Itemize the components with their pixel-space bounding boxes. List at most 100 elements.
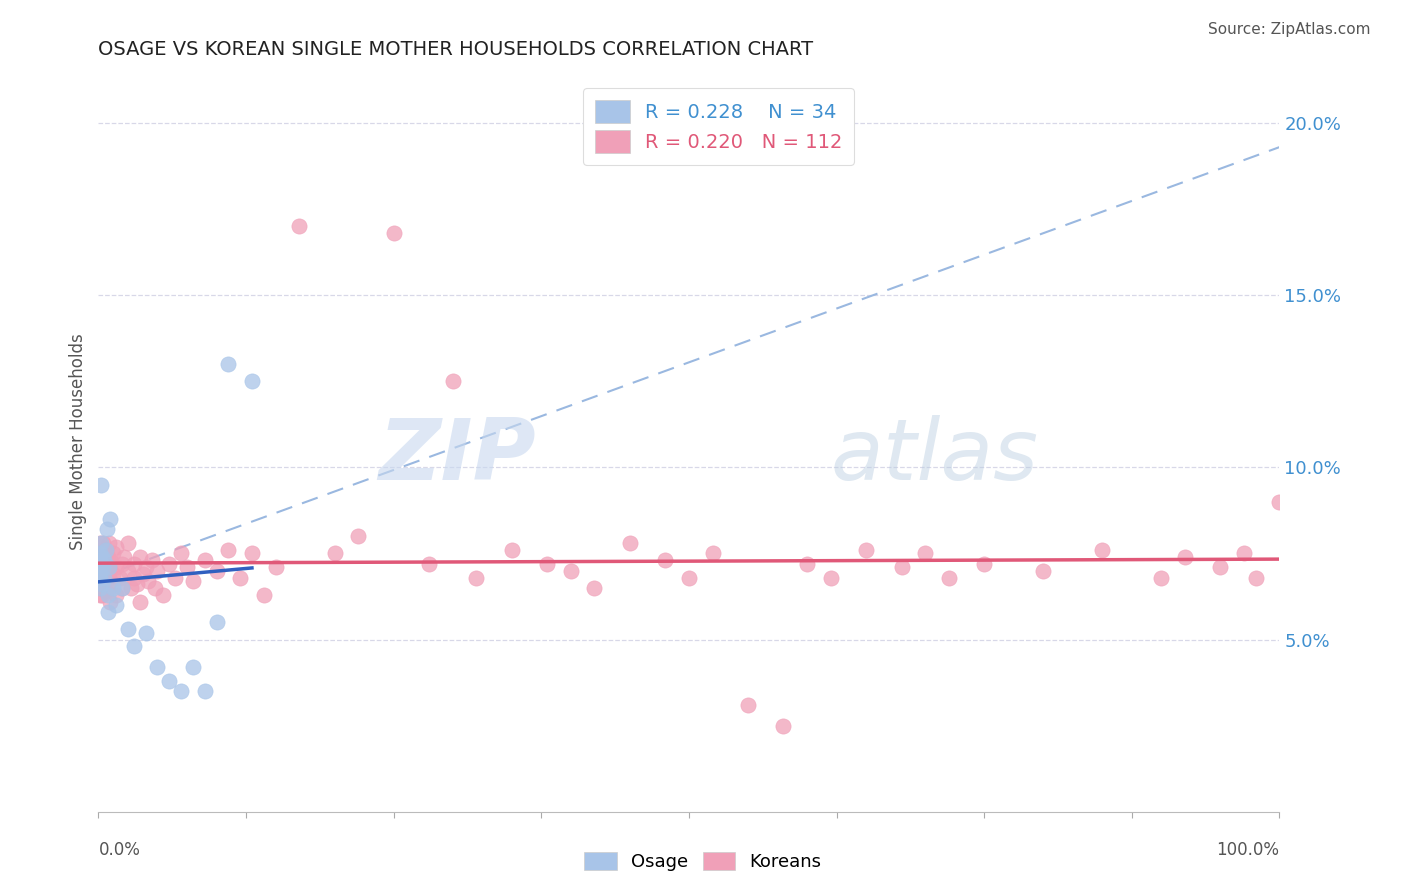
- Point: [288, 219, 311, 234]
- Point: [91, 549, 114, 564]
- Point: [347, 529, 370, 543]
- Point: [98, 536, 121, 550]
- Point: [94, 564, 117, 578]
- Text: 100.0%: 100.0%: [1216, 841, 1279, 859]
- Point: [94, 570, 117, 584]
- Point: [97, 588, 120, 602]
- Point: [122, 557, 145, 571]
- Point: [127, 577, 149, 591]
- Point: [117, 564, 139, 578]
- Point: [96, 557, 118, 571]
- Point: [418, 557, 440, 571]
- Point: [89, 536, 111, 550]
- Point: [90, 549, 112, 564]
- Point: [90, 570, 112, 584]
- Legend: R = 0.228    N = 34, R = 0.220   N = 112: R = 0.228 N = 34, R = 0.220 N = 112: [583, 88, 853, 164]
- Point: [90, 536, 112, 550]
- Point: [98, 512, 121, 526]
- Point: [973, 557, 995, 571]
- Point: [205, 615, 228, 630]
- Point: [89, 581, 111, 595]
- Point: [152, 588, 174, 602]
- Point: [91, 536, 114, 550]
- Point: [619, 536, 641, 550]
- Point: [91, 567, 114, 582]
- Point: [128, 549, 150, 564]
- Point: [1268, 495, 1291, 509]
- Point: [654, 553, 676, 567]
- Point: [98, 560, 121, 574]
- Point: [105, 588, 128, 602]
- Point: [121, 581, 143, 595]
- Point: [501, 543, 523, 558]
- Point: [90, 577, 112, 591]
- Point: [702, 546, 724, 560]
- Point: [90, 564, 112, 578]
- Point: [93, 546, 115, 560]
- Point: [96, 522, 118, 536]
- Point: [89, 557, 111, 571]
- Point: [108, 570, 131, 584]
- Point: [96, 570, 118, 584]
- Text: OSAGE VS KOREAN SINGLE MOTHER HOUSEHOLDS CORRELATION CHART: OSAGE VS KOREAN SINGLE MOTHER HOUSEHOLDS…: [98, 39, 814, 59]
- Point: [117, 536, 139, 550]
- Point: [89, 567, 111, 582]
- Point: [91, 546, 114, 560]
- Point: [91, 549, 114, 564]
- Point: [1233, 546, 1256, 560]
- Point: [678, 570, 700, 584]
- Point: [105, 598, 128, 612]
- Point: [560, 564, 582, 578]
- Point: [111, 557, 134, 571]
- Point: [93, 581, 115, 595]
- Point: [89, 567, 111, 582]
- Point: [157, 557, 180, 571]
- Point: [105, 560, 128, 574]
- Point: [194, 684, 217, 698]
- Point: [89, 557, 111, 571]
- Point: [122, 640, 145, 654]
- Point: [914, 546, 936, 560]
- Point: [93, 570, 115, 584]
- Point: [91, 588, 114, 602]
- Point: [89, 588, 111, 602]
- Point: [264, 560, 287, 574]
- Point: [1150, 570, 1173, 584]
- Point: [89, 570, 111, 584]
- Point: [117, 622, 139, 636]
- Text: Source: ZipAtlas.com: Source: ZipAtlas.com: [1208, 22, 1371, 37]
- Point: [229, 570, 252, 584]
- Point: [101, 567, 124, 582]
- Point: [217, 357, 239, 371]
- Point: [90, 553, 112, 567]
- Point: [165, 570, 187, 584]
- Point: [98, 574, 121, 588]
- Point: [240, 374, 263, 388]
- Point: [91, 570, 114, 584]
- Point: [97, 605, 120, 619]
- Legend: Osage, Koreans: Osage, Koreans: [576, 845, 830, 879]
- Point: [890, 560, 912, 574]
- Point: [91, 560, 114, 574]
- Point: [737, 698, 759, 712]
- Point: [132, 567, 155, 582]
- Point: [855, 543, 877, 558]
- Point: [176, 560, 198, 574]
- Point: [146, 564, 169, 578]
- Point: [135, 560, 157, 574]
- Point: [796, 557, 818, 571]
- Point: [93, 560, 115, 574]
- Point: [181, 574, 204, 588]
- Point: [205, 564, 228, 578]
- Point: [97, 581, 120, 595]
- Point: [94, 543, 117, 558]
- Y-axis label: Single Mother Households: Single Mother Households: [69, 334, 87, 549]
- Point: [98, 553, 121, 567]
- Point: [97, 549, 120, 564]
- Point: [1209, 560, 1232, 574]
- Point: [181, 660, 204, 674]
- Point: [90, 477, 112, 491]
- Point: [91, 549, 114, 564]
- Point: [89, 546, 111, 560]
- Point: [101, 546, 124, 560]
